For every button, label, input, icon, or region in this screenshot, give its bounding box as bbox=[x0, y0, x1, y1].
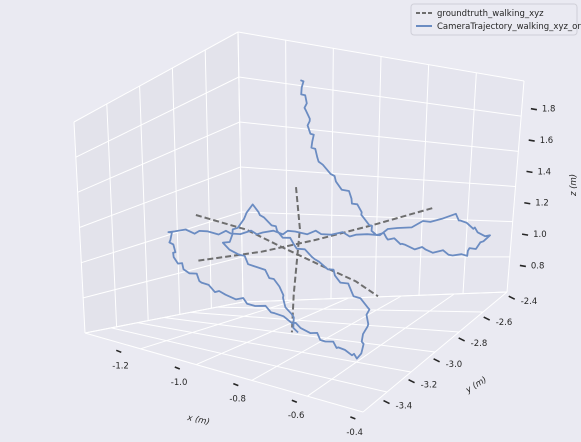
grid-line bbox=[204, 49, 212, 309]
grid-line bbox=[237, 31, 525, 82]
legend-label-groundtruth: groundtruth_walking_xyz bbox=[437, 9, 544, 19]
x-tick-label: -1.2 bbox=[112, 361, 129, 371]
z-tick-label: 1.6 bbox=[540, 136, 554, 146]
y-tick-mark bbox=[408, 378, 415, 384]
grid-line bbox=[241, 211, 513, 223]
series-groundtruth-line bbox=[198, 206, 434, 262]
grid-line bbox=[137, 322, 412, 373]
z-tick-label: 0.8 bbox=[531, 261, 545, 271]
y-axis-title: y (m) bbox=[463, 375, 488, 396]
z-tick-mark bbox=[526, 170, 533, 174]
x-tick-label: -0.6 bbox=[288, 411, 305, 421]
z-tick-label: 1.8 bbox=[542, 105, 556, 115]
y-tick-mark bbox=[433, 358, 440, 363]
z-tick-mark bbox=[528, 139, 535, 142]
x-tick-mark bbox=[350, 416, 356, 420]
y-tick-label: -2.6 bbox=[496, 318, 513, 328]
series-orb-line bbox=[167, 79, 491, 360]
pane-floor bbox=[85, 292, 507, 412]
x-axis-title: x (m) bbox=[185, 413, 210, 428]
y-tick-label: -2.8 bbox=[471, 339, 488, 349]
z-tick-mark bbox=[530, 107, 538, 111]
x-tick-mark bbox=[115, 349, 122, 354]
y-tick-mark bbox=[458, 337, 466, 342]
z-tick-mark bbox=[524, 201, 531, 205]
grid-line bbox=[238, 76, 522, 117]
x-tick-label: -0.8 bbox=[229, 395, 246, 405]
y-tick-label: -3.2 bbox=[421, 381, 438, 391]
legend: groundtruth_walking_xyz CameraTrajectory… bbox=[410, 3, 581, 36]
legend-box bbox=[410, 3, 578, 36]
y-tick-mark bbox=[483, 316, 491, 321]
grid-line bbox=[216, 306, 484, 313]
grid-line bbox=[242, 291, 508, 303]
grid-line bbox=[190, 311, 460, 333]
grid-line bbox=[73, 31, 239, 123]
series-groundtruth-line bbox=[290, 187, 301, 333]
grid-line bbox=[163, 317, 436, 353]
legend-label-orb: CameraTrajectory_walking_xyz_orb bbox=[437, 22, 581, 32]
grid-line bbox=[237, 31, 244, 303]
z-tick-mark bbox=[519, 264, 527, 268]
grid-line bbox=[171, 67, 181, 315]
grid-line bbox=[79, 166, 241, 228]
z-tick-label: 1.2 bbox=[535, 199, 549, 209]
pane-right bbox=[238, 32, 524, 302]
grid-line bbox=[240, 166, 516, 187]
z-tick-label: 1.4 bbox=[537, 167, 551, 177]
grid-line bbox=[139, 85, 149, 321]
x-tick-mark bbox=[174, 366, 181, 370]
grid-line bbox=[73, 121, 86, 334]
grid-line bbox=[106, 103, 118, 327]
grid-line bbox=[111, 327, 388, 393]
axis-ticks: -1.2 -1.0 -0.8 -0.6 -0.4 -2.4 -2.6 -2.8 -3.0 -3.2… bbox=[112, 105, 555, 438]
grid-line bbox=[77, 121, 240, 193]
grid-line bbox=[239, 121, 519, 152]
z-axis-title: z (m) bbox=[569, 174, 579, 197]
pane-left bbox=[74, 32, 243, 333]
z-tick-label: 1.0 bbox=[533, 230, 547, 240]
y-tick-label: -2.4 bbox=[521, 297, 538, 307]
grid-lines bbox=[73, 31, 525, 413]
grid-line bbox=[83, 256, 243, 299]
x-tick-mark bbox=[291, 399, 298, 403]
z-tick-mark bbox=[521, 233, 529, 236]
series-layer bbox=[167, 79, 491, 360]
y-tick-mark bbox=[508, 295, 516, 300]
series-groundtruth-line bbox=[195, 214, 379, 298]
x-tick-mark bbox=[233, 382, 239, 387]
y-tick-label: -3.0 bbox=[446, 360, 463, 370]
y-tick-mark bbox=[383, 399, 390, 405]
x-tick-label: -0.4 bbox=[346, 428, 363, 438]
grid-line bbox=[84, 332, 364, 413]
y-tick-label: -3.4 bbox=[396, 402, 413, 412]
x-tick-label: -1.0 bbox=[171, 378, 188, 388]
grid-line bbox=[75, 76, 240, 158]
